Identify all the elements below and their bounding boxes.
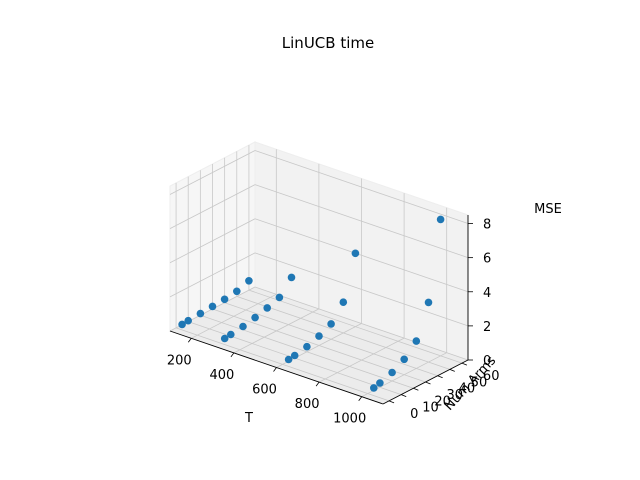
x-tick-label: 1000 (333, 412, 366, 427)
x-tick-label: 800 (295, 397, 320, 412)
data-point (303, 342, 311, 351)
data-point (184, 316, 192, 325)
x-tick-mark (273, 367, 277, 372)
data-point (220, 334, 229, 343)
y-tick-mark (425, 381, 431, 385)
x-tick-mark (187, 338, 192, 343)
z-grid-line-side (169, 150, 256, 195)
z-tick-label: 8 (483, 218, 491, 233)
z-grid-line-back (254, 150, 469, 224)
y-grid-line-floor (224, 302, 438, 377)
y-tick-mark (388, 400, 395, 404)
y-grid-line-floor (248, 289, 463, 364)
y-tick-label: 10 (422, 401, 439, 416)
z-tick-label: 0 (483, 354, 491, 369)
data-point (284, 355, 293, 364)
y-tick-label: 60 (483, 369, 500, 384)
y-tick-mark (401, 394, 407, 397)
data-point (208, 302, 217, 311)
data-point (239, 322, 247, 331)
z-tick-label: 2 (483, 320, 491, 335)
y-grid-line-floor (236, 296, 450, 370)
y-tick-mark (413, 387, 419, 391)
y-grid-line-floor (200, 314, 414, 389)
x-tick-mark (230, 352, 235, 358)
data-point (388, 368, 396, 377)
z-grid-line-back (254, 286, 469, 361)
y-tick-label: 40 (459, 382, 476, 397)
y-tick-label: 0 (410, 407, 418, 422)
z-grid-line-side (169, 218, 256, 264)
y-tick-mark (461, 362, 468, 366)
data-point (251, 313, 259, 322)
chart-title: LinUCB time (282, 34, 374, 52)
axes-grid (169, 145, 469, 402)
y-tick-label: 50 (471, 375, 488, 390)
y-tick-label: 30 (447, 388, 464, 403)
data-point (370, 384, 378, 392)
x-tick-mark (315, 381, 320, 387)
x-tick-label: 600 (252, 383, 277, 398)
data-point (220, 295, 229, 304)
data-point (400, 355, 409, 364)
data-point (227, 330, 235, 339)
data-point (263, 304, 272, 312)
data-point (233, 287, 241, 296)
z-grid-line-back (254, 184, 469, 259)
z-grid-line-side (169, 184, 256, 230)
data-point (245, 277, 253, 285)
data-point (275, 293, 284, 302)
data-point (339, 298, 348, 307)
data-point (412, 337, 421, 345)
data-point (287, 273, 296, 282)
y-tick-mark (437, 375, 443, 379)
z-tick-label: 4 (483, 286, 491, 301)
data-point (436, 215, 445, 224)
data-point (178, 320, 186, 329)
z-axis-label: MSE (534, 202, 562, 217)
data-point (424, 298, 433, 307)
x-tick-label: 400 (209, 368, 234, 383)
x-axis-label: T (244, 411, 253, 426)
y-tick-mark (449, 369, 455, 372)
data-point (290, 351, 299, 360)
x-tick-mark (358, 396, 363, 401)
y-tick-label: 20 (434, 394, 451, 409)
data-point (376, 379, 384, 387)
z-grid-line-back (254, 218, 469, 293)
data-point (351, 249, 360, 258)
x-tick-label: 200 (167, 353, 192, 368)
z-grid-line-back (254, 252, 469, 327)
y-grid-line-floor (175, 327, 390, 402)
data-point (196, 309, 205, 318)
z-grid-line-side (169, 252, 256, 298)
data-points (178, 215, 445, 392)
z-tick-label: 6 (483, 252, 491, 267)
data-point (327, 320, 335, 328)
data-point (315, 332, 323, 340)
